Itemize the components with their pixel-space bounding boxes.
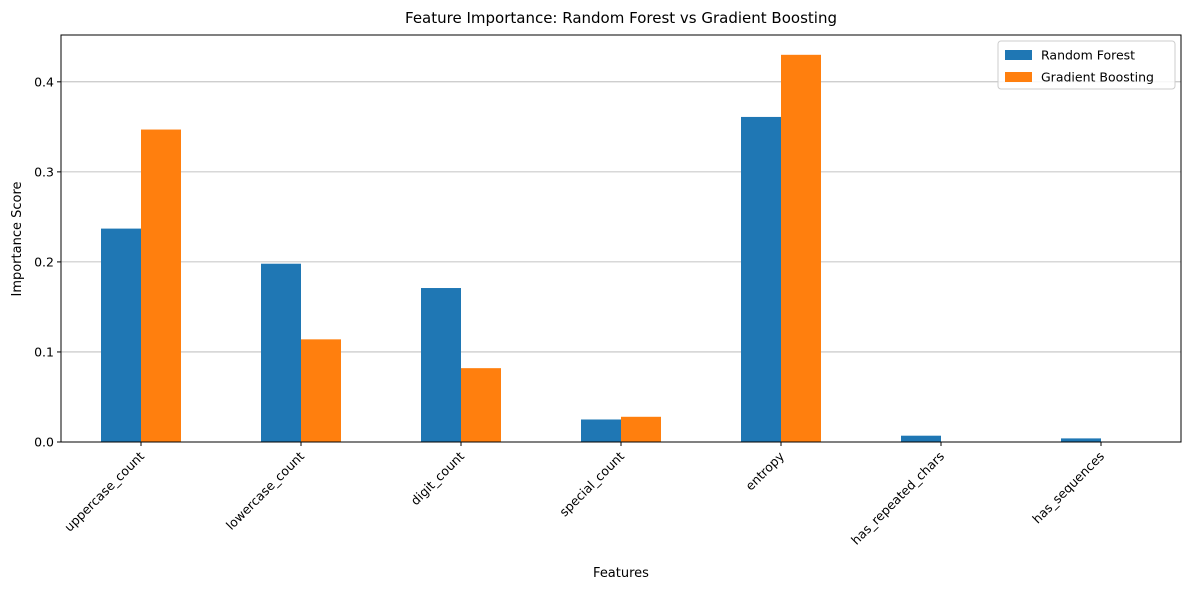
legend: Random Forest Gradient Boosting [997,40,1176,90]
bar-gradient-boosting-entropy [781,54,821,443]
y-tick-label: 0.1 [34,344,54,359]
y-tick-label: 0.0 [34,435,54,450]
y-tick-label: 0.4 [34,74,54,89]
y-axis-label: Importance Score [10,181,25,296]
chart-title: Feature Importance: Random Forest vs Gra… [405,9,837,27]
x-tick-label: uppercase_count [61,448,147,534]
bar-random-forest-lowercase_count [261,263,301,442]
legend-swatch [1005,72,1032,82]
bars [101,54,1101,443]
grid-lines [61,81,1181,443]
x-tick-label: entropy [742,448,787,493]
x-axis: uppercase_count lowercase_count digit_coun… [61,442,1107,548]
legend-label: Random Forest [1041,48,1135,63]
bar-gradient-boosting-special_count [621,416,661,442]
x-tick-label: digit_count [408,448,468,508]
x-tick-label: special_count [556,448,627,519]
legend-label: Gradient Boosting [1041,70,1154,85]
x-tick-label: lowercase_count [223,448,307,532]
bar-random-forest-uppercase_count [101,228,141,442]
x-tick-label: has_sequences [1029,449,1107,527]
bar-random-forest-entropy [741,116,781,443]
bar-random-forest-has_repeated_chars [901,435,941,442]
legend-box [997,40,1176,90]
y-tick-label: 0.2 [34,254,54,269]
plot-frame [60,34,1182,443]
bar-gradient-boosting-uppercase_count [141,129,181,443]
bar-random-forest-special_count [581,419,621,442]
y-axis: 0.0 0.1 0.2 0.3 0.4 [34,74,61,450]
legend-swatch [1005,50,1032,60]
bar-gradient-boosting-lowercase_count [301,339,341,442]
x-axis-label: Features [593,566,649,581]
bar-gradient-boosting-digit_count [461,368,501,442]
bar-random-forest-has_sequences [1061,438,1101,442]
x-tick-label: has_repeated_chars [848,449,947,548]
bar-random-forest-digit_count [421,288,461,442]
y-tick-label: 0.3 [34,164,54,179]
